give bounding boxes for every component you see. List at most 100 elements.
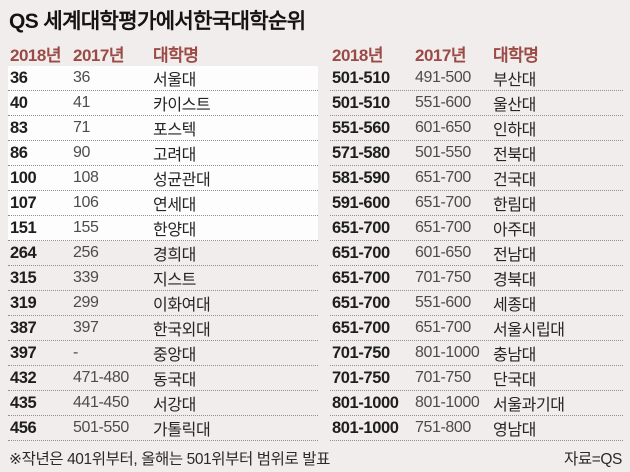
university-name: 이화여대: [153, 297, 211, 314]
rank-2018: 151: [10, 218, 37, 237]
university-name: 경북대: [493, 272, 536, 289]
rank-2017: 501-550: [415, 144, 471, 161]
rank-2018: 456: [10, 418, 37, 437]
rank-2018: 581-590: [332, 168, 390, 187]
footnote: ※작년은 401위부터, 올해는 501위부터 범위로 발표: [9, 451, 330, 468]
col-header-2018: 2018년: [10, 45, 61, 65]
rank-2017: 155: [73, 219, 99, 236]
rank-2017: 90: [73, 144, 90, 161]
university-name: 부산대: [493, 72, 536, 89]
university-name: 단국대: [493, 372, 536, 389]
table-row: 591-600 651-700 한림대: [330, 191, 623, 216]
university-name: 서강대: [153, 397, 196, 414]
table-header-row: 2018년 2017년 대학명: [330, 40, 623, 66]
rank-2018: 651-700: [332, 218, 390, 237]
table-header-row: 2018년 2017년 대학명: [8, 40, 318, 66]
rank-2017: 36: [73, 69, 90, 86]
rank-2018: 651-700: [332, 293, 390, 312]
university-name: 아주대: [493, 222, 536, 239]
rank-2017: 41: [73, 94, 90, 111]
rank-2017: 601-650: [415, 119, 471, 136]
rank-2018: 651-700: [332, 318, 390, 337]
footer: ※작년은 401위부터, 올해는 501위부터 범위로 발표 자료=QS: [9, 447, 622, 469]
rank-2018: 801-1000: [332, 418, 399, 437]
rank-2018: 319: [10, 293, 37, 312]
table-row: 581-590 651-700 건국대: [330, 166, 623, 191]
rank-2018: 551-560: [332, 118, 390, 137]
rank-2017: 551-600: [415, 94, 471, 111]
rank-2017: 106: [73, 194, 99, 211]
table-row: 83 71 포스텍: [8, 116, 318, 141]
page-title: QS 세계대학평가에서한국대학순위: [9, 10, 306, 33]
university-name: 중앙대: [153, 347, 196, 364]
rank-2018: 501-510: [332, 68, 390, 87]
university-name: 경희대: [153, 247, 196, 264]
table-row: 100 108 성균관대: [8, 166, 318, 191]
rank-2017: 441-450: [73, 394, 129, 411]
table-row: 40 41 카이스트: [8, 91, 318, 116]
table-row: 501-510 551-600 울산대: [330, 91, 623, 116]
table-row: 151 155 한양대: [8, 216, 318, 241]
table-row: 397 - 중앙대: [8, 341, 318, 366]
table-row: 456 501-550 가톨릭대: [8, 416, 318, 441]
rank-2018: 571-580: [332, 143, 390, 162]
rank-table-right: 2018년 2017년 대학명 501-510 491-500 부산대 501-510…: [330, 40, 623, 441]
rank-2017: 551-600: [415, 294, 471, 311]
university-name: 세종대: [493, 297, 536, 314]
rank-2017: 339: [73, 269, 99, 286]
university-name: 지스트: [153, 272, 196, 289]
rank-2017: 256: [73, 244, 99, 261]
university-name: 고려대: [153, 147, 196, 164]
col-header-2017: 2017년: [73, 45, 124, 65]
rank-2017: 801-1000: [415, 344, 480, 361]
rank-2018: 432: [10, 368, 37, 387]
university-name: 서울과기대: [493, 397, 565, 414]
university-name: 한양대: [153, 222, 196, 239]
col-header-university: 대학명: [493, 45, 539, 65]
rank-2017: 491-500: [415, 69, 471, 86]
rank-2018: 651-700: [332, 268, 390, 287]
university-name: 영남대: [493, 422, 536, 439]
rank-2017: 397: [73, 319, 99, 336]
table-row: 264 256 경희대: [8, 241, 318, 266]
university-name: 전남대: [493, 247, 536, 264]
rank-2017: 108: [73, 169, 99, 186]
rank-2017: -: [73, 344, 78, 361]
table-row: 551-560 601-650 인하대: [330, 116, 623, 141]
rank-table-left-body: 36 36 서울대 40 41 카이스트 83 71 포스텍 86 90 고려대 100 108 성균관대 1…: [8, 66, 318, 441]
table-row: 651-700 551-600 세종대: [330, 291, 623, 316]
university-name: 건국대: [493, 172, 536, 189]
university-name: 한림대: [493, 197, 536, 214]
rank-2017: 299: [73, 294, 99, 311]
university-name: 서울시립대: [493, 322, 565, 339]
col-header-2017: 2017년: [415, 45, 466, 65]
table-row: 801-1000 751-800 영남대: [330, 416, 623, 441]
university-name: 가톨릭대: [153, 422, 211, 439]
rank-2018: 501-510: [332, 93, 390, 112]
university-name: 한국외대: [153, 322, 211, 339]
university-name: 울산대: [493, 97, 536, 114]
col-header-2018: 2018년: [332, 45, 383, 65]
university-name: 서울대: [153, 72, 196, 89]
table-row: 651-700 651-700 서울시립대: [330, 316, 623, 341]
rank-2018: 264: [10, 243, 37, 262]
rank-2018: 591-600: [332, 193, 390, 212]
rank-table-left: 2018년 2017년 대학명 36 36 서울대 40 41 카이스트 83 71 포스텍 86…: [8, 40, 318, 441]
rank-2018: 315: [10, 268, 37, 287]
rank-2017: 501-550: [73, 419, 129, 436]
rank-2018: 651-700: [332, 243, 390, 262]
table-row: 651-700 601-650 전남대: [330, 241, 623, 266]
rank-2017: 71: [73, 119, 90, 136]
university-name: 충남대: [493, 347, 536, 364]
table-row: 387 397 한국외대: [8, 316, 318, 341]
table-row: 571-580 501-550 전북대: [330, 141, 623, 166]
table-row: 36 36 서울대: [8, 66, 318, 91]
table-row: 319 299 이화여대: [8, 291, 318, 316]
rank-2017: 471-480: [73, 369, 129, 386]
university-name: 전북대: [493, 147, 536, 164]
rank-2017: 751-800: [415, 419, 471, 436]
table-row: 651-700 701-750 경북대: [330, 266, 623, 291]
table-row: 701-750 701-750 단국대: [330, 366, 623, 391]
university-name: 동국대: [153, 372, 196, 389]
rank-2018: 36: [10, 68, 28, 87]
